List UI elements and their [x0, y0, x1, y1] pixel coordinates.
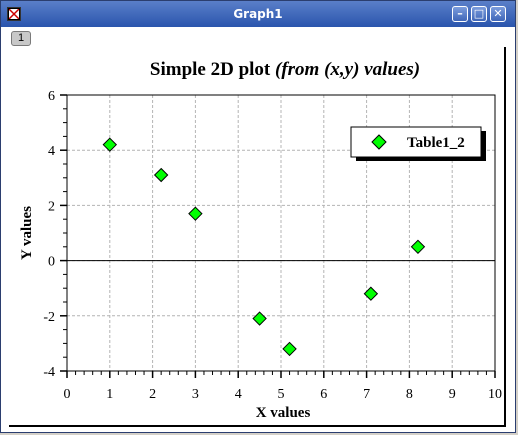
x-tick-label: 6: [320, 387, 327, 402]
window-title: Graph1: [233, 7, 283, 21]
y-tick-label: -2: [43, 310, 55, 325]
plot-frame: [9, 47, 506, 427]
x-axis-label: X values: [256, 405, 311, 421]
close-icon: ✕: [493, 7, 503, 20]
legend[interactable]: Table1_2: [350, 126, 486, 161]
data-point: [153, 167, 169, 183]
layer-tab[interactable]: 1: [11, 31, 31, 46]
maximize-button[interactable]: □: [471, 6, 487, 22]
x-tick-label: 4: [235, 387, 242, 402]
x-tick-label: 0: [64, 387, 71, 402]
x-tick-label: 7: [363, 387, 370, 402]
minimize-button[interactable]: –: [452, 6, 468, 22]
y-tick-label: -4: [43, 365, 55, 380]
close-button[interactable]: ✕: [490, 6, 506, 22]
axis-ticks: [60, 94, 496, 378]
maximize-icon: □: [473, 7, 485, 20]
data-point: [102, 137, 118, 152]
chart-title-italic: (from (x,y) values): [275, 59, 420, 80]
tick-labels: 0 1 2 3 4 5 6 7 8 9 10 -4 -2 0 2 4 6: [43, 89, 502, 402]
data-point: [410, 239, 426, 255]
chart-title-main: Simple 2D plot: [150, 59, 275, 80]
x-tick-label: 9: [449, 387, 456, 402]
data-point: [252, 311, 267, 326]
title-bar[interactable]: Graph1 – □ ✕: [1, 1, 515, 27]
legend-marker: [371, 134, 387, 150]
x-tick-label: 5: [278, 387, 285, 402]
graph-app-icon[interactable]: [7, 7, 21, 21]
x-tick-label: 8: [406, 387, 413, 402]
y-tick-label: 6: [48, 89, 55, 104]
legend-label: Table1_2: [407, 135, 465, 151]
x-tick-label: 10: [488, 387, 502, 402]
y-axis-label: Y values: [19, 206, 35, 260]
data-points: [102, 137, 426, 357]
minimize-icon: –: [457, 7, 463, 20]
chart-title: Simple 2D plot (from (x,y) values): [150, 59, 420, 80]
y-tick-label: 0: [48, 255, 55, 270]
x-tick-label: 2: [149, 387, 156, 402]
y-tick-label: 2: [48, 199, 55, 214]
data-point: [363, 286, 379, 301]
x-tick-label: 3: [192, 387, 199, 402]
y-tick-label: 4: [48, 144, 55, 159]
data-point: [282, 341, 297, 357]
data-point: [188, 206, 203, 221]
x-tick-label: 1: [106, 387, 113, 402]
